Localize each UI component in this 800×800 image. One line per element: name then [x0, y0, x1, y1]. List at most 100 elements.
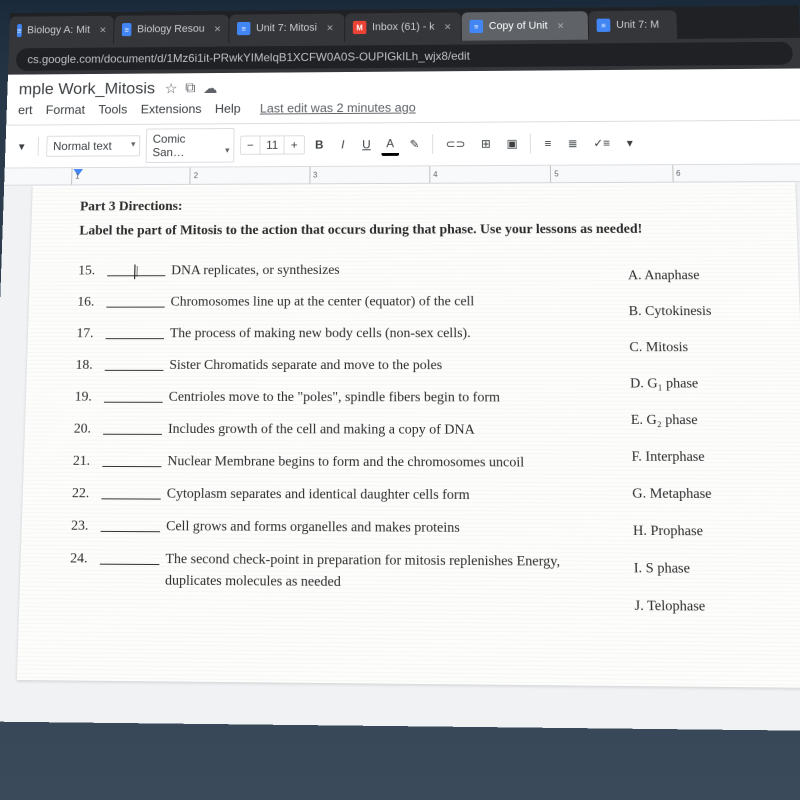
answer-blank[interactable] — [103, 419, 162, 435]
ruler-tick: 1 — [71, 168, 190, 185]
highlight-button[interactable]: ✎ — [405, 135, 425, 154]
question-text: Sister Chromatids separate and move to t… — [169, 355, 606, 376]
tab-unit7[interactable]: ≡ Unit 7: M — [589, 10, 677, 39]
question-text: Cytoplasm separates and identical daught… — [167, 483, 609, 506]
question-row: 23. Cell grows and forms organelles and … — [71, 515, 609, 539]
answer-blank[interactable] — [105, 355, 164, 371]
question-text: The process of making new body cells (no… — [170, 323, 605, 344]
print-button[interactable]: ▾ — [13, 137, 31, 156]
gmail-favicon: M — [353, 21, 367, 34]
tab-label: Biology A: Mit — [27, 24, 90, 36]
last-edit-label[interactable]: Last edit was 2 minutes ago — [260, 100, 416, 115]
answer-blank[interactable] — [106, 292, 165, 308]
more-button[interactable]: ▾ — [621, 133, 639, 152]
question-row: 24. The second check-point in preparatio… — [69, 548, 609, 595]
answer-blank[interactable] — [101, 483, 161, 499]
answer-blank[interactable] — [106, 323, 165, 339]
formatting-toolbar: ▾ Normal text Comic San… − 11 + B I U A … — [5, 121, 800, 169]
close-icon[interactable]: × — [214, 22, 221, 35]
directions-text: Label the part of Mitosis to the action … — [79, 219, 757, 242]
answer-option: I. S phase — [634, 558, 768, 581]
menu-tools[interactable]: Tools — [98, 102, 127, 116]
question-row: 21. Nuclear Membrane begins to form and … — [73, 451, 608, 474]
question-number: 19. — [74, 387, 104, 408]
close-icon[interactable]: × — [444, 20, 451, 33]
question-text: Nuclear Membrane begins to form and the … — [167, 451, 607, 474]
question-number: 20. — [74, 419, 104, 440]
close-icon[interactable]: × — [557, 19, 564, 32]
ruler-tick: 3 — [309, 166, 429, 183]
question-text: Cell grows and forms organelles and make… — [166, 516, 609, 540]
question-number: 15. — [78, 261, 108, 282]
ruler-tick: 2 — [190, 167, 310, 184]
tab-gmail-inbox[interactable]: M Inbox (61) - k × — [345, 12, 461, 41]
tab-label: Biology Resou — [137, 23, 205, 35]
cloud-status-icon[interactable]: ☁ — [203, 80, 218, 97]
text-color-button[interactable]: A — [381, 133, 399, 155]
answer-blank[interactable] — [102, 451, 161, 467]
question-text: The second check-point in preparation fo… — [165, 549, 610, 595]
align-button[interactable]: ≡ — [539, 134, 557, 153]
move-icon[interactable]: ⧉ — [185, 80, 196, 97]
docs-favicon: ≡ — [597, 19, 611, 32]
address-bar[interactable]: cs.google.com/document/d/1Mz6i1it-PRwkYI… — [16, 42, 793, 71]
part3-title: Part 3 Directions: — [80, 194, 756, 217]
answer-blank[interactable]: | — [107, 261, 165, 277]
menu-extensions[interactable]: Extensions — [141, 102, 202, 117]
tab-biology-a[interactable]: ≡ Biology A: Mit × — [9, 16, 114, 45]
question-number: 24. — [70, 548, 100, 570]
answer-blank[interactable] — [100, 548, 160, 565]
question-row: 22. Cytoplasm separates and identical da… — [72, 483, 608, 507]
tab-label: Copy of Unit — [489, 20, 548, 32]
line-spacing-button[interactable]: ≣ — [563, 134, 583, 153]
close-icon[interactable]: × — [99, 23, 106, 36]
question-row: 17. The process of making new body cells… — [76, 323, 605, 344]
document-canvas: Part 3 Directions: Label the part of Mit… — [0, 182, 800, 731]
underline-button[interactable]: U — [357, 135, 375, 154]
answer-option: B. Cytokinesis — [628, 301, 759, 322]
docs-favicon: ≡ — [122, 23, 132, 36]
star-icon[interactable]: ☆ — [164, 80, 177, 97]
question-row: 18. Sister Chromatids separate and move … — [75, 355, 606, 376]
question-number: 21. — [73, 451, 103, 472]
increase-font-button[interactable]: + — [285, 136, 304, 153]
menu-insert[interactable]: ert — [18, 103, 33, 117]
decrease-font-button[interactable]: − — [241, 136, 260, 153]
tab-biology-resources[interactable]: ≡ Biology Resou × — [114, 15, 229, 44]
menu-help[interactable]: Help — [215, 101, 241, 115]
docs-header: mple Work_Mitosis ☆ ⧉ ☁ ert Format Tools… — [6, 68, 800, 125]
font-size-stepper[interactable]: − 11 + — [240, 135, 304, 155]
question-row: 16. Chromosomes line up at the center (e… — [77, 291, 605, 312]
answer-blank[interactable] — [104, 387, 163, 403]
answer-blank[interactable] — [101, 516, 161, 533]
paragraph-style-select[interactable]: Normal text — [46, 135, 140, 157]
font-size-value[interactable]: 11 — [259, 136, 285, 153]
font-family-select[interactable]: Comic San… — [146, 128, 235, 163]
italic-button[interactable]: I — [334, 135, 352, 154]
question-text: DNA replicates, or synthesizes — [171, 260, 604, 282]
answer-option: A. Anaphase — [628, 265, 759, 286]
document-page[interactable]: Part 3 Directions: Label the part of Mit… — [17, 182, 800, 688]
tab-unit7-mitosis[interactable]: ≡ Unit 7: Mitosi × — [229, 14, 344, 43]
docs-favicon: ≡ — [469, 20, 483, 33]
insert-link-button[interactable]: ⊂⊃ — [441, 134, 470, 153]
tab-copy-of-unit[interactable]: ≡ Copy of Unit × — [462, 11, 588, 41]
answer-option: F. Interphase — [631, 446, 764, 468]
question-row: 20. Includes growth of the cell and maki… — [74, 419, 607, 442]
document-title[interactable]: mple Work_Mitosis — [19, 79, 156, 99]
answer-option: J. Telophase — [634, 595, 769, 618]
question-text: Centrioles move to the "poles", spindle … — [169, 387, 607, 409]
close-icon[interactable]: × — [326, 21, 333, 34]
question-row: 15. | DNA replicates, or synthesizes — [78, 260, 604, 282]
answer-option: E. G₂ phase — [631, 410, 763, 432]
question-number: 18. — [75, 355, 105, 376]
question-text: Chromosomes line up at the center (equat… — [170, 291, 604, 312]
checklist-button[interactable]: ✓≡ — [588, 133, 615, 153]
add-comment-button[interactable]: ⊞ — [476, 134, 496, 153]
bold-button[interactable]: B — [310, 135, 328, 154]
answer-key-column: A. Anaphase B. Cytokinesis C. Mitosis D.… — [628, 259, 770, 634]
menu-format[interactable]: Format — [46, 102, 86, 116]
tab-label: Unit 7: M — [616, 19, 659, 31]
answer-option: G. Metaphase — [632, 483, 765, 505]
insert-image-button[interactable]: ▣ — [502, 134, 523, 153]
